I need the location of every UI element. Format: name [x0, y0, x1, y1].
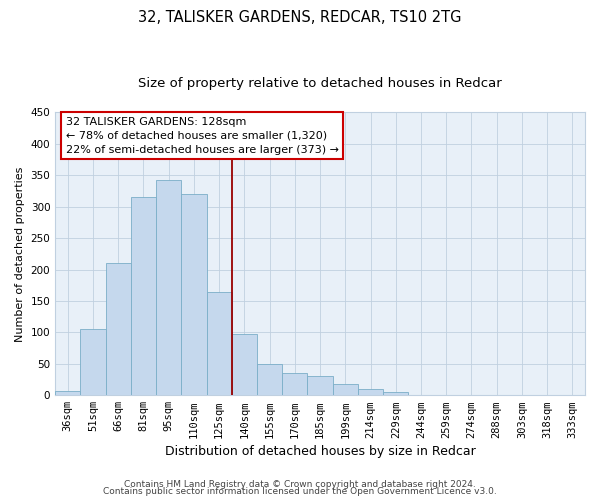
- Bar: [181, 194, 206, 395]
- Bar: [80, 329, 106, 395]
- Bar: [358, 389, 383, 395]
- Bar: [206, 292, 232, 395]
- Bar: [282, 373, 307, 395]
- X-axis label: Distribution of detached houses by size in Redcar: Distribution of detached houses by size …: [165, 444, 475, 458]
- Bar: [383, 392, 409, 395]
- Bar: [409, 394, 434, 395]
- Title: Size of property relative to detached houses in Redcar: Size of property relative to detached ho…: [138, 78, 502, 90]
- Text: Contains public sector information licensed under the Open Government Licence v3: Contains public sector information licen…: [103, 488, 497, 496]
- Bar: [257, 364, 282, 395]
- Text: 32, TALISKER GARDENS, REDCAR, TS10 2TG: 32, TALISKER GARDENS, REDCAR, TS10 2TG: [138, 10, 462, 25]
- Bar: [106, 264, 131, 395]
- Bar: [332, 384, 358, 395]
- Bar: [232, 334, 257, 395]
- Y-axis label: Number of detached properties: Number of detached properties: [15, 166, 25, 342]
- Bar: [131, 198, 156, 395]
- Text: 32 TALISKER GARDENS: 128sqm
← 78% of detached houses are smaller (1,320)
22% of : 32 TALISKER GARDENS: 128sqm ← 78% of det…: [66, 116, 339, 154]
- Bar: [55, 391, 80, 395]
- Bar: [307, 376, 332, 395]
- Text: Contains HM Land Registry data © Crown copyright and database right 2024.: Contains HM Land Registry data © Crown c…: [124, 480, 476, 489]
- Bar: [156, 180, 181, 395]
